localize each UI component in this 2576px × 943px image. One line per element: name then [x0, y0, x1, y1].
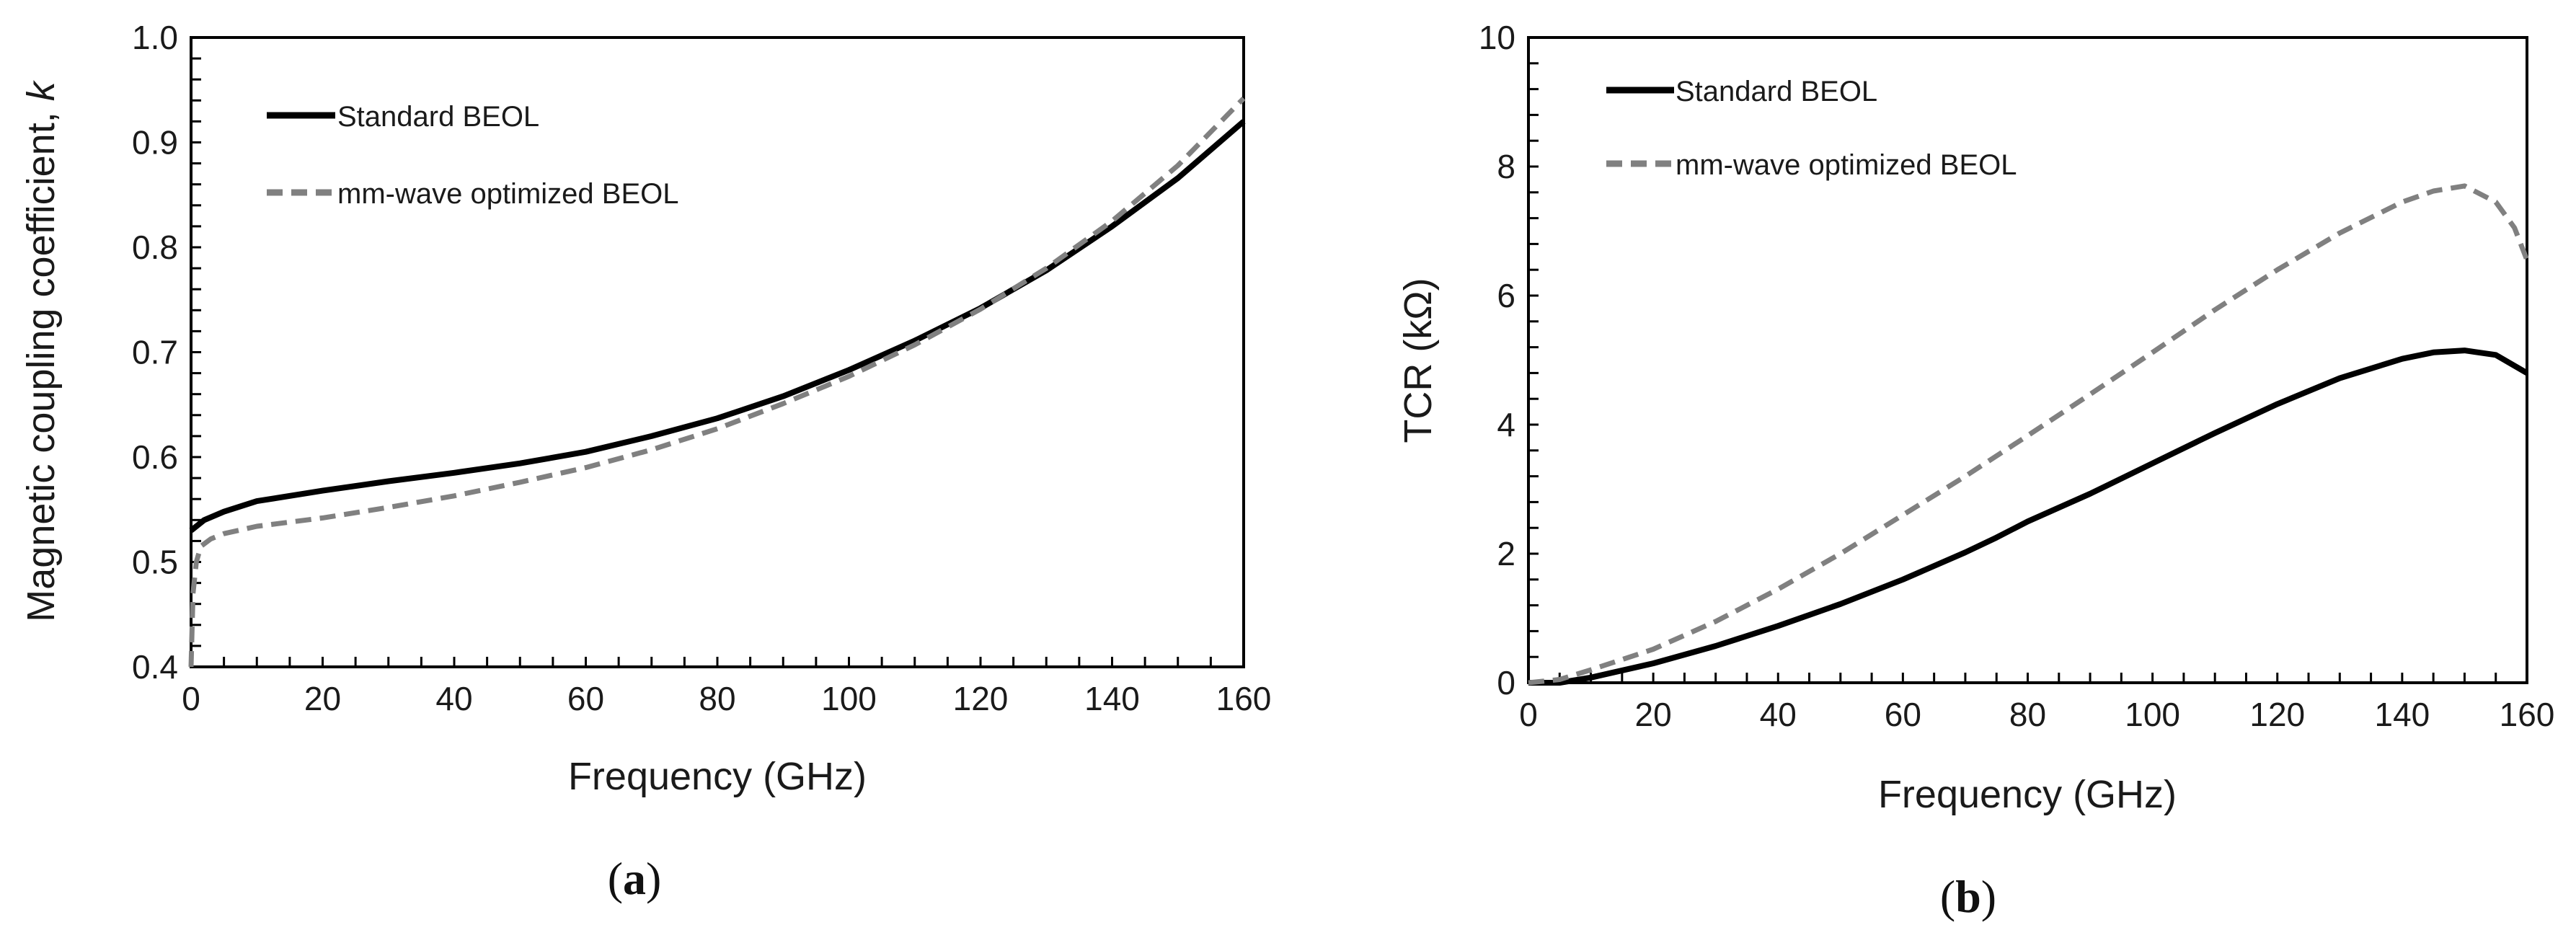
- y-tick-label-a: 0.4: [132, 648, 178, 686]
- x-tick-label-a: 80: [699, 680, 735, 717]
- y-axis-title-a-text: Magnetic coupling coefficient,: [19, 101, 63, 621]
- x-tick-label-b: 40: [1760, 696, 1797, 733]
- x-tick-label-a: 0: [182, 680, 200, 717]
- series-group-b: [1528, 183, 2530, 686]
- legend-b: Standard BEOL mm-wave optimized BEOL: [1606, 76, 2017, 181]
- legend-label-a-standard: Standard BEOL: [337, 101, 539, 133]
- x-tick-label-a: 120: [953, 680, 1009, 717]
- x-axis-title-b: Frequency (GHz): [1878, 773, 2177, 816]
- caption-b-close: ): [1981, 871, 1996, 922]
- x-tick-label-a: 100: [821, 680, 877, 717]
- x-tick-label-a: 20: [304, 680, 341, 717]
- x-tick-label-b: 100: [2125, 696, 2180, 733]
- y-tick-label-b: 4: [1497, 406, 1515, 443]
- caption-b-letter: b: [1955, 871, 1981, 922]
- x-tick-label-b: 80: [2009, 696, 2046, 733]
- y-tick-label-a: 0.7: [132, 334, 178, 371]
- panel-b: 0 20 40 60 80 100 120 140 160 0 2 4 6 8 10 Frequency (…: [1397, 19, 2554, 922]
- legend-label-a-optimized: mm-wave optimized BEOL: [337, 178, 678, 210]
- caption-a-open: (: [608, 853, 623, 904]
- x-tick-label-b: 20: [1635, 696, 1672, 733]
- x-tick-label-b: 0: [1519, 696, 1538, 733]
- caption-b-open: (: [1940, 871, 1955, 922]
- legend-label-b-optimized: mm-wave optimized BEOL: [1676, 149, 2017, 181]
- x-tick-label-b: 60: [1885, 696, 1921, 733]
- y-tick-label-a: 0.8: [132, 229, 178, 266]
- x-tick-label-a: 40: [435, 680, 472, 717]
- caption-a: (a): [608, 853, 662, 904]
- panel-a: 0 20 40 60 80 100 120 140 160 0.4 0.5 0.6 0.7 0.8 0.9 1…: [19, 19, 1271, 904]
- x-tick-label-a: 160: [1216, 680, 1272, 717]
- y-tick-label-a: 1.0: [132, 19, 178, 56]
- x-tick-label-b: 120: [2249, 696, 2305, 733]
- y-tick-label-b: 10: [1479, 19, 1515, 56]
- x-tick-label-b: 140: [2375, 696, 2430, 733]
- ticks-a: 0 20 40 60 80 100 120 140 160 0.4 0.5 0.6 0.7 0.8 0.9 1…: [132, 19, 1271, 717]
- series-line-b-0: [1528, 347, 2529, 686]
- legend-label-b-standard: Standard BEOL: [1676, 76, 1877, 107]
- y-axis-title-a-symbol: k: [19, 79, 63, 101]
- y-axis-title-a: Magnetic coupling coefficient, k: [19, 79, 63, 621]
- y-tick-label-a: 0.6: [132, 438, 178, 476]
- series-line-a-1: [188, 96, 1246, 668]
- caption-b: (b): [1940, 871, 1996, 922]
- y-tick-label-b: 2: [1497, 535, 1515, 572]
- plot-frame-b: [1527, 36, 2528, 684]
- y-tick-label-a: 0.5: [132, 544, 178, 581]
- y-axis-title-b: TCR (kΩ): [1397, 278, 1440, 443]
- y-tick-label-b: 6: [1497, 277, 1515, 314]
- y-tick-label-a: 0.9: [132, 124, 178, 161]
- series-line-b-1: [1528, 183, 2530, 686]
- y-tick-label-b: 8: [1497, 148, 1515, 185]
- ticks-b: 0 20 40 60 80 100 120 140 160 0 2 4 6 8 10: [1479, 19, 2555, 733]
- caption-a-letter: a: [623, 853, 646, 904]
- legend-a: Standard BEOL mm-wave optimized BEOL: [267, 101, 678, 210]
- x-tick-label-b: 160: [2500, 696, 2555, 733]
- x-tick-label-a: 60: [567, 680, 604, 717]
- x-tick-label-a: 140: [1084, 680, 1140, 717]
- series-group-a: [188, 96, 1246, 668]
- caption-a-close: ): [646, 853, 661, 904]
- x-axis-title-a: Frequency (GHz): [568, 755, 867, 798]
- y-tick-label-b: 0: [1497, 664, 1515, 701]
